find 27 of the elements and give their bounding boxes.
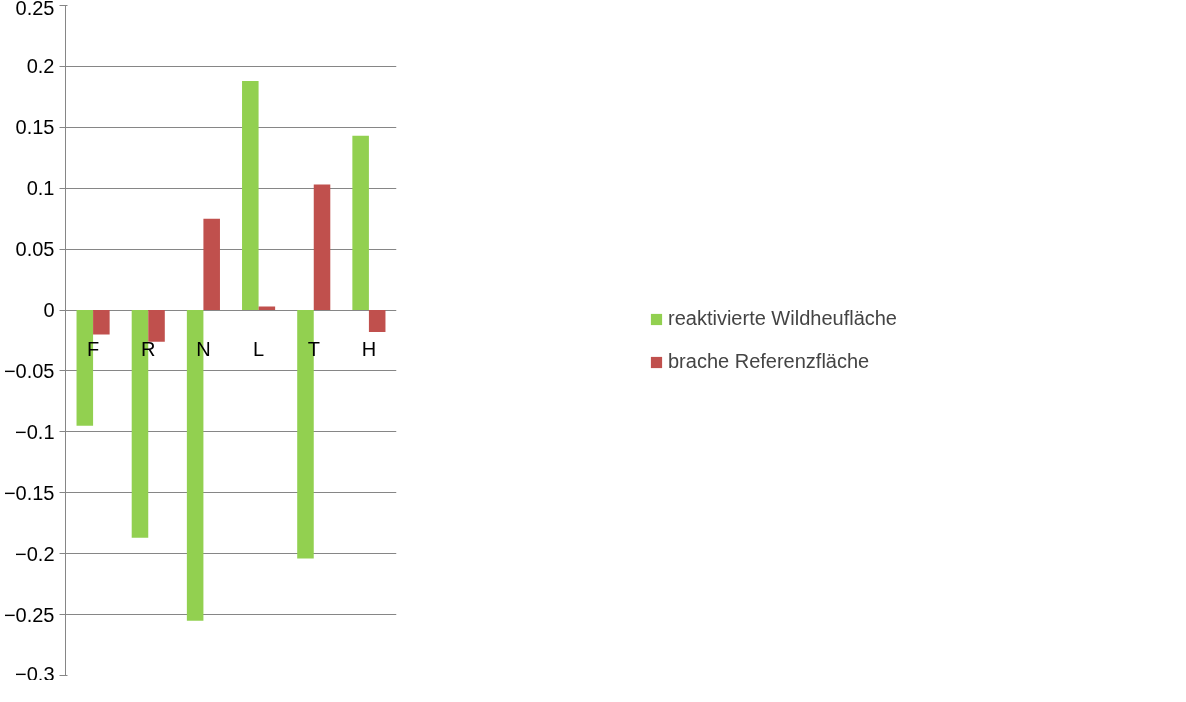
bar <box>203 218 220 311</box>
y-tick-label: 0.05 <box>15 238 55 261</box>
y-tick-label: 0.2 <box>26 55 55 78</box>
x-tick-label: H <box>361 338 377 361</box>
y-tick-label: −0.25 <box>3 603 55 626</box>
y-tick-label: 0.25 <box>15 0 55 19</box>
bar <box>93 310 110 335</box>
legend-label: reaktivierte Wildheufläche <box>668 307 897 330</box>
bar <box>368 310 386 332</box>
y-tick-label: −0.1 <box>15 420 55 443</box>
y-tick-label: 0.15 <box>15 116 55 139</box>
bar <box>352 135 369 311</box>
y-tick-label: −0.3 <box>15 662 55 685</box>
bar <box>258 306 276 311</box>
bar <box>242 81 259 311</box>
x-tick-label: R <box>141 338 156 361</box>
y-tick-label: 0 <box>43 299 55 322</box>
legend-label: brache Referenzfläche <box>668 350 870 373</box>
bar <box>313 184 331 311</box>
y-tick-label: −0.15 <box>3 481 55 504</box>
x-tick-label: N <box>196 338 211 361</box>
bar <box>148 310 165 342</box>
x-tick-label: L <box>253 338 265 361</box>
x-tick-label: T <box>307 338 320 361</box>
y-tick-label: −0.2 <box>15 542 55 565</box>
y-tick-label: 0.1 <box>26 177 55 200</box>
y-tick-label: −0.05 <box>3 359 55 382</box>
